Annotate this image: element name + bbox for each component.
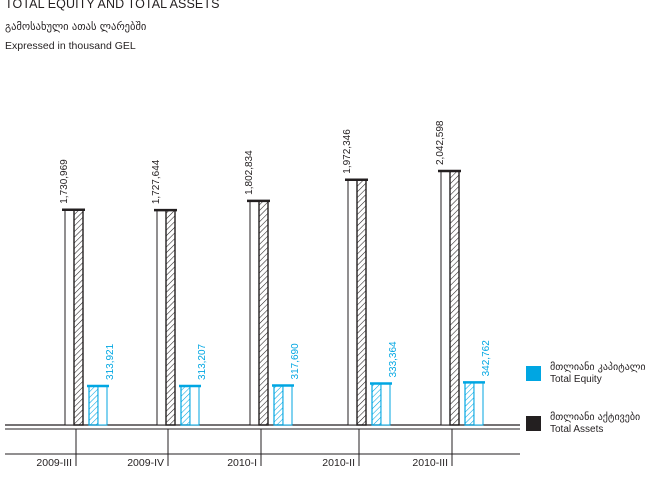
category-label-2010-III: 2010-III <box>412 457 448 469</box>
total-equity-outline-bar-2010-III <box>473 381 484 426</box>
legend-item-total-assets: მთლიანი აქტივები Total Assets <box>526 412 640 436</box>
legend-label-equity-en: Total Equity <box>550 374 602 385</box>
total-equity-value-label-2010-II: 333,364 <box>388 341 399 378</box>
labels-layer: 1,730,969 313,921 2009-III 1,727,644 313,207… <box>36 120 492 469</box>
total-equity-outline-bar-2010-I <box>282 384 293 426</box>
total-equity-bar-2010-II <box>371 382 382 426</box>
legend-label-assets-ka: მთლიანი აქტივები <box>550 412 641 423</box>
legend-item-total-equity: მთლიანი კაპიტალი Total Equity <box>526 362 646 386</box>
legend-label-assets: მთლიანი აქტივები Total Assets <box>550 412 640 436</box>
total-equity-bar-2010-I <box>273 384 284 426</box>
total-equity-bar-2009-IV <box>180 385 191 426</box>
total-assets-value-label-2010-II: 1,972,346 <box>342 129 353 174</box>
total-assets-bar-2010-II <box>356 179 367 426</box>
chart-subtitle-english: Expressed in thousand GEL <box>5 40 136 52</box>
category-label-2010-II: 2010-II <box>322 457 355 469</box>
category-label-2010-I: 2010-I <box>227 457 257 469</box>
total-assets-outline-bar-2010-II <box>347 179 358 426</box>
total-assets-bar-2009-IV <box>165 209 176 426</box>
total-assets-value-label-2010-I: 1,802,834 <box>244 150 255 195</box>
total-assets-value-label-2009-IV: 1,727,644 <box>151 159 162 204</box>
category-label-2009-IV: 2009-IV <box>127 457 164 469</box>
total-equity-outline-bar-2010-II <box>380 383 391 426</box>
total-assets-outline-bar-2010-I <box>249 200 260 426</box>
total-equity-value-label-2009-IV: 313,207 <box>197 343 208 380</box>
total-equity-value-label-2009-III: 313,921 <box>105 343 116 380</box>
legend-label-assets-en: Total Assets <box>550 424 604 435</box>
total-assets-bar-2009-III <box>73 209 84 426</box>
total-equity-bar-2009-III <box>88 385 99 426</box>
legend-label-equity: მთლიანი კაპიტალი Total Equity <box>550 362 646 386</box>
total-assets-value-label-2009-III: 1,730,969 <box>59 159 70 204</box>
total-assets-value-label-2010-III: 2,042,598 <box>435 120 446 165</box>
chart-subtitle-georgian: გამოსახული ათას ლარებში <box>5 21 147 33</box>
total-assets-outline-bar-2009-IV <box>156 209 167 426</box>
total-assets-bar-2010-I <box>258 200 269 426</box>
category-label-2009-III: 2009-III <box>36 457 72 469</box>
total-equity-bar-2010-III <box>464 381 475 426</box>
total-equity-outline-bar-2009-IV <box>189 385 200 426</box>
total-assets-outline-bar-2010-III <box>440 170 451 426</box>
total-equity-value-label-2010-III: 342,762 <box>481 340 492 377</box>
legend-swatch-assets <box>526 416 541 431</box>
legend-label-equity-ka: მთლიანი კაპიტალი <box>550 362 646 373</box>
chart-title: TOTAL EQUITY AND TOTAL ASSETS <box>5 0 220 11</box>
total-equity-value-label-2010-I: 317,690 <box>290 343 301 380</box>
legend-swatch-equity <box>526 366 541 381</box>
total-equity-outline-bar-2009-III <box>97 385 108 426</box>
total-assets-bar-2010-III <box>449 170 460 426</box>
total-assets-outline-bar-2009-III <box>64 209 75 426</box>
bars-layer <box>62 169 485 426</box>
